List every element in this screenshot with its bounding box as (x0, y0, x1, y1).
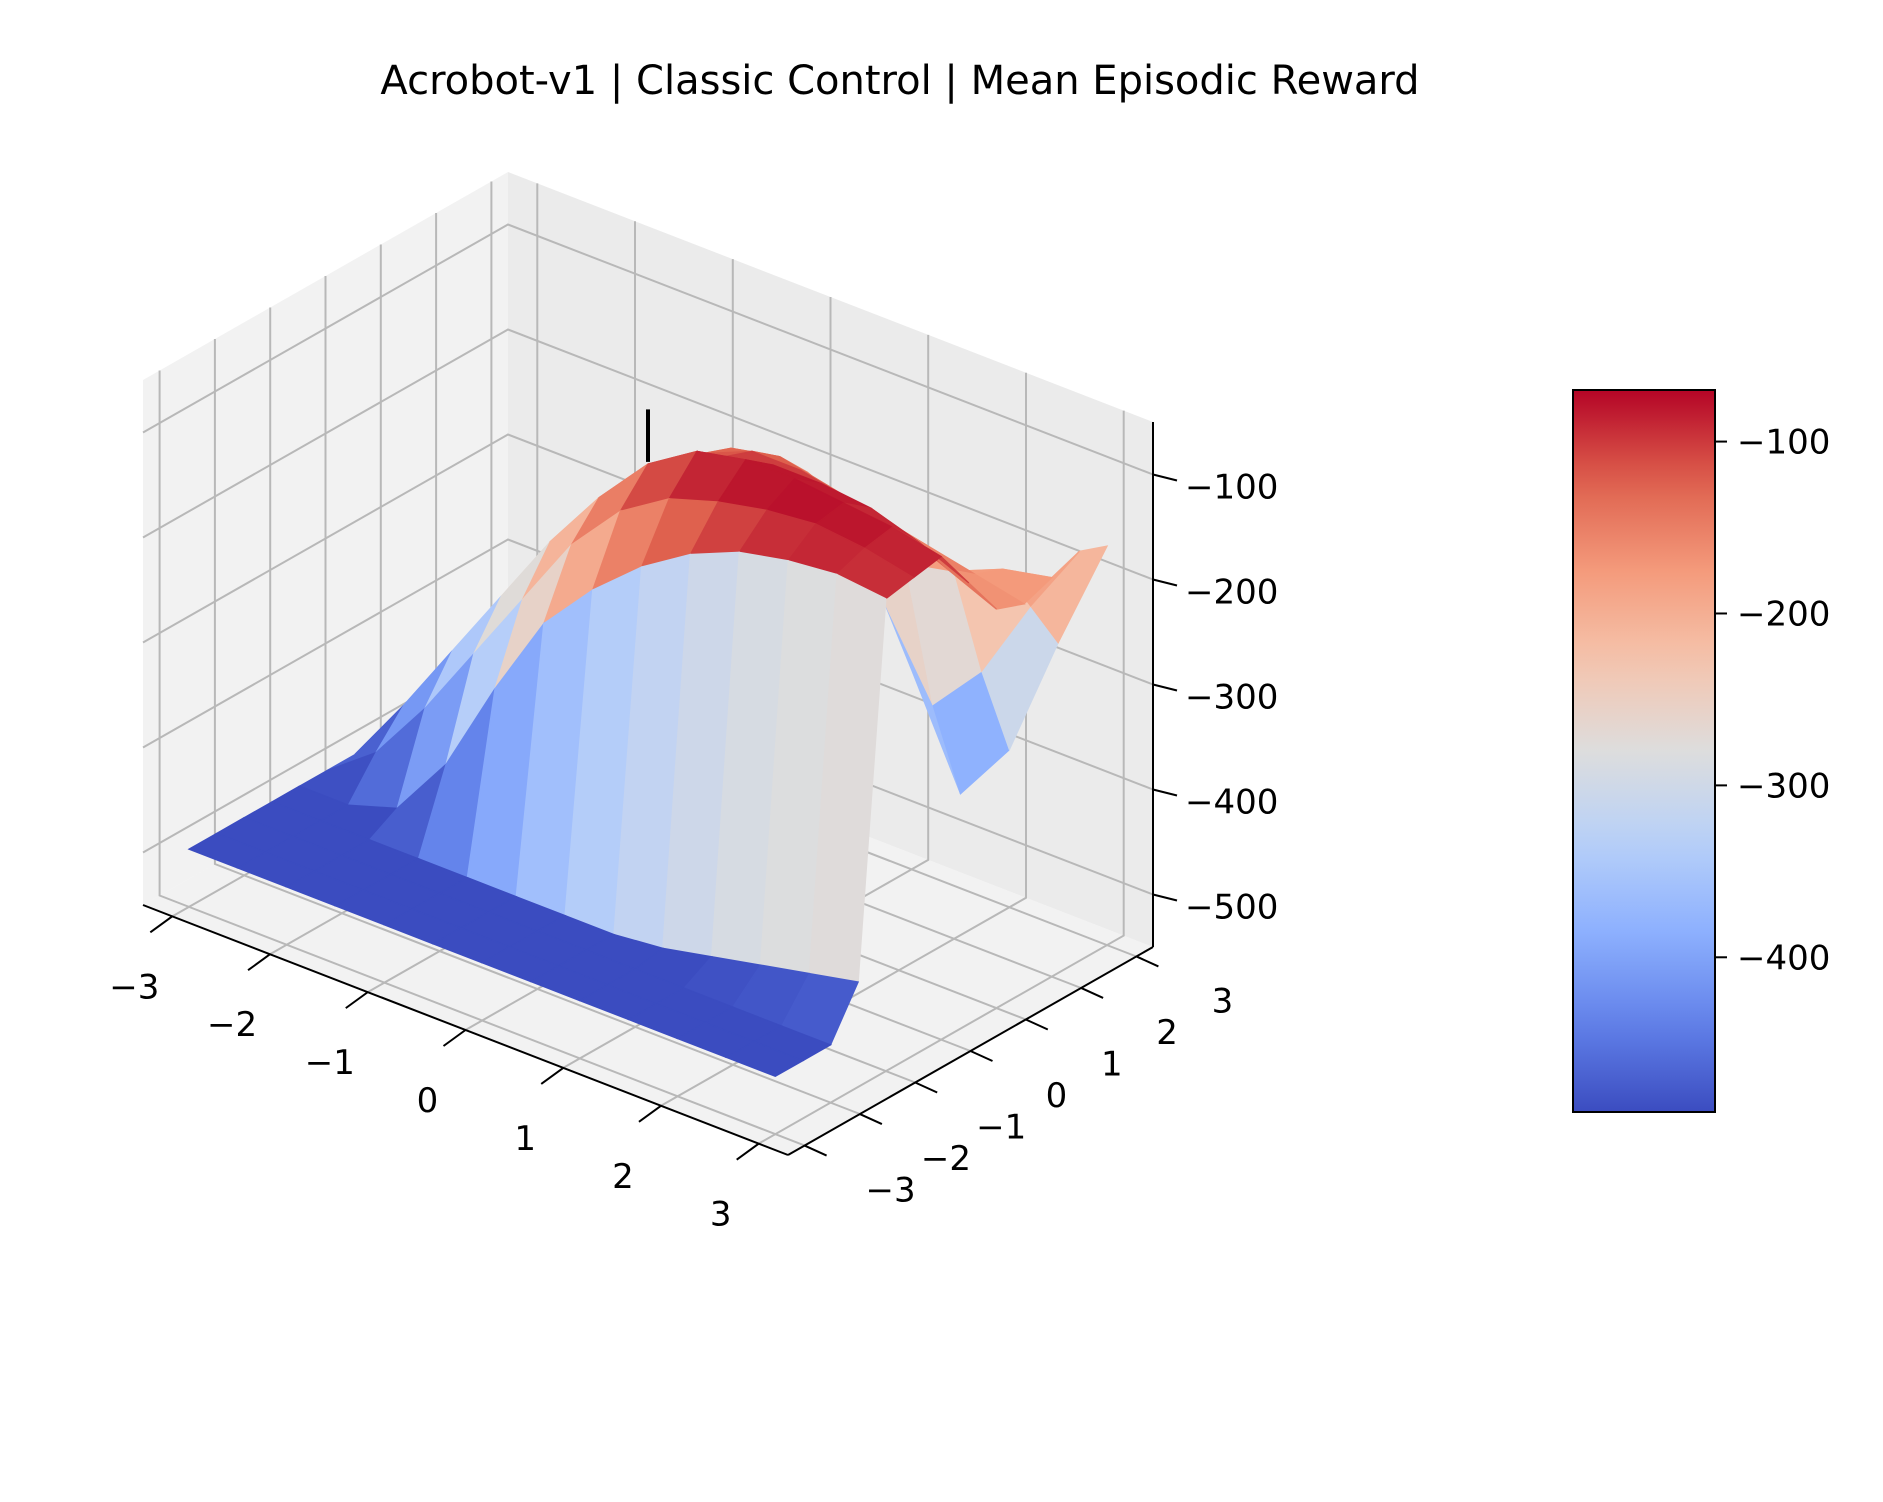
y-tick-mark (1025, 1018, 1049, 1031)
chart-title: Acrobot-v1 | Classic Control | Mean Epis… (380, 58, 1419, 104)
y-tick-label: −1 (976, 1108, 1026, 1148)
y-gridline (213, 339, 861, 1115)
z-tick-label: −500 (1185, 888, 1278, 928)
z-tick-label: −400 (1185, 783, 1278, 823)
x-tick-mark (247, 953, 271, 972)
x-tick-mark (149, 915, 173, 934)
x-tick-label: 0 (417, 1081, 439, 1121)
x-tick-mark (638, 1104, 662, 1123)
colorbar-tick-label: −200 (1737, 594, 1830, 634)
x-axis-ticks: −3 −2 −1 0 1 2 3 (109, 915, 760, 1235)
z-tick-label: −300 (1185, 678, 1278, 718)
y-tick-label: 1 (1101, 1044, 1123, 1084)
z-tick-mark (1152, 683, 1178, 692)
y-tick-mark (859, 1113, 883, 1125)
x-tick-mark (345, 991, 369, 1009)
x-tick-mark (540, 1067, 564, 1085)
z-tick-mark (1152, 893, 1178, 902)
y-tick-mark (1080, 987, 1104, 999)
z-axis-ticks: −500 −400 −300 −200 −100 (1152, 468, 1278, 928)
surface-facet (725, 1041, 805, 1078)
x-tick-label: −3 (109, 967, 159, 1007)
colorbar: −400 −300 −200 −100 (1572, 389, 1830, 1113)
x-tick-label: 2 (612, 1157, 634, 1197)
z-tick-mark (1152, 578, 1178, 587)
x-gridline (758, 410, 1125, 1145)
y-tick-label: −3 (866, 1171, 916, 1211)
y-tick-mark (914, 1081, 938, 1094)
x-tick-label: −1 (305, 1043, 355, 1083)
y-tick-mark (1135, 955, 1159, 968)
x-tick-mark (736, 1142, 760, 1161)
y-tick-label: 3 (1212, 981, 1234, 1021)
z-gridline (142, 223, 1154, 476)
colorbar-tick-label: −300 (1737, 766, 1830, 806)
colorbar-tick-label: −400 (1737, 938, 1830, 978)
y-gridline (158, 370, 805, 1147)
y-tick-label: −2 (921, 1139, 971, 1179)
colorbar-gradient (1572, 389, 1716, 1113)
z-tick-label: −100 (1185, 468, 1278, 508)
y-tick-mark (970, 1050, 993, 1062)
z-tick-label: −200 (1185, 573, 1278, 613)
z-gridline (142, 328, 1154, 581)
surface-mesh (187, 447, 1109, 1078)
z-tick-mark (1152, 473, 1178, 482)
y-tick-label: 2 (1156, 1013, 1178, 1053)
y-tick-label: 0 (1046, 1076, 1068, 1116)
x-tick-mark (442, 1029, 467, 1047)
colorbar-tick-label: −100 (1737, 423, 1830, 463)
y-tick-mark (804, 1144, 828, 1157)
z-tick-mark (1152, 788, 1178, 797)
x-tick-label: −2 (207, 1005, 257, 1045)
x-tick-label: 1 (514, 1119, 536, 1159)
x-tick-label: 3 (710, 1195, 732, 1235)
